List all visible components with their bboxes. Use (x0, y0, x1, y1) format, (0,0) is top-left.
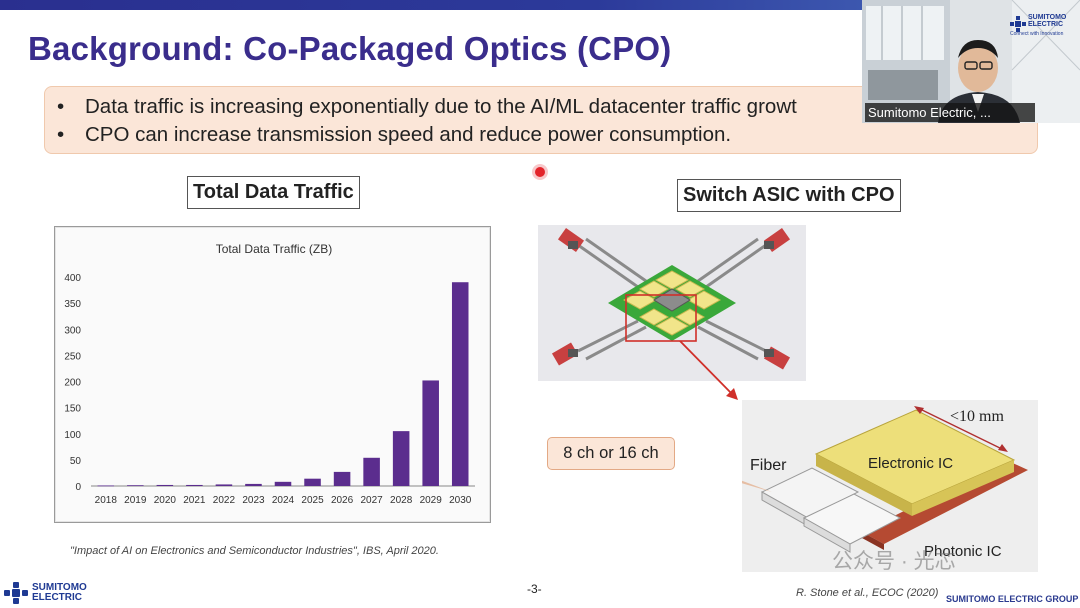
citation-left: "Impact of AI on Electronics and Semicon… (70, 545, 439, 557)
y-tick-label: 100 (64, 430, 81, 441)
chart-title: Total Data Traffic (ZB) (216, 242, 332, 256)
x-tick-label: 2023 (242, 495, 265, 506)
cpo-package-svg: Fiber Electronic IC Photonic IC <10 mm (676, 400, 1038, 572)
slide-title: Background: Co-Packaged Optics (CPO) (28, 30, 672, 67)
switch-asic-svg (538, 225, 806, 381)
bar-2018 (97, 485, 115, 487)
x-tick-label: 2024 (272, 495, 295, 506)
dimension-label: <10 mm (950, 408, 1004, 425)
bar-2030 (451, 282, 469, 486)
traffic-chart: Total Data Traffic (ZB) 0 50 100 150 200 250 3… (54, 226, 491, 523)
x-tick-label: 2029 (420, 495, 443, 506)
logo-line1: SUMITOMO (32, 582, 87, 593)
total-data-traffic-label: Total Data Traffic (187, 176, 360, 209)
video-logo-tagline: Connect with Innovation (1010, 31, 1064, 37)
cpo-package-image: Fiber Electronic IC Photonic IC <10 mm (676, 400, 1038, 572)
bar-2025 (304, 478, 321, 486)
y-tick-label: 300 (64, 325, 81, 336)
x-tick-label: 2026 (331, 495, 354, 506)
bar-2019 (127, 485, 144, 487)
bar-2024 (274, 481, 292, 486)
bar-2023 (245, 483, 262, 486)
citation-right: R. Stone et al., ECOC (2020) (796, 587, 939, 599)
video-logo-line1: SUMITOMO (1028, 14, 1067, 21)
x-tick-label: 2030 (449, 495, 472, 506)
bar-2022 (215, 484, 233, 486)
y-tick-label: 0 (75, 482, 81, 493)
x-tick-label: 2025 (301, 495, 324, 506)
bullet-item: • Data traffic is increasing exponentiall… (57, 95, 797, 119)
x-tick-label: 2018 (95, 495, 118, 506)
logo-line2: ELECTRIC (32, 592, 82, 603)
y-tick-label: 250 (64, 351, 81, 362)
video-tile[interactable]: SUMITOMO ELECTRIC Connect with Innovatio… (862, 0, 1080, 123)
video-logo-line2: ELECTRIC (1028, 21, 1063, 28)
bullet-text: CPO can increase transmission speed and … (85, 123, 732, 146)
bar-2026 (333, 471, 351, 486)
footer-group-label: SUMITOMO ELECTRIC GROUP (946, 594, 1079, 604)
electronic-ic-label: Electronic IC (868, 455, 953, 472)
y-tick-label: 150 (64, 404, 81, 415)
laser-pointer (535, 167, 545, 177)
bullet-text: Data traffic is increasing exponentially… (85, 95, 797, 118)
sumitomo-logo-icon (4, 582, 28, 604)
sumitomo-logo: SUMITOMO ELECTRIC (4, 582, 124, 604)
y-tick-label: 50 (70, 456, 82, 467)
chart-axes: 0 50 100 150 200 250 300 350 400 2018 2019 2020 2021… (64, 273, 475, 506)
x-tick-label: 2021 (183, 495, 206, 506)
switch-asic-label: Switch ASIC with CPO (677, 179, 901, 212)
bar-2029 (422, 380, 439, 486)
bullet-item: • CPO can increase transmission speed and… (57, 123, 731, 147)
bar-2028 (392, 431, 410, 486)
x-tick-label: 2022 (213, 495, 236, 506)
traffic-chart-svg: Total Data Traffic (ZB) 0 50 100 150 200 250 3… (64, 242, 475, 506)
x-tick-label: 2020 (154, 495, 177, 506)
bullet-marker: • (57, 123, 65, 146)
bar-2020 (156, 484, 174, 486)
x-tick-label: 2027 (360, 495, 383, 506)
page-number: -3- (527, 582, 542, 596)
channel-callout: 8 ch or 16 ch (547, 437, 675, 470)
y-tick-label: 400 (64, 273, 81, 284)
x-tick-label: 2028 (390, 495, 413, 506)
video-feed (862, 0, 1080, 123)
y-tick-label: 200 (64, 378, 81, 389)
photonic-ic-label: Photonic IC (924, 543, 1002, 560)
top-band (0, 0, 1080, 10)
fiber-label: Fiber (750, 457, 787, 474)
bar-2021 (186, 484, 203, 486)
video-logo-icon (1010, 16, 1026, 32)
watermark: 公众号 · 光芯 (832, 550, 956, 573)
participant-name: Sumitomo Electric, ... (865, 103, 1035, 122)
switch-asic-image (538, 225, 806, 381)
y-tick-label: 350 (64, 299, 81, 310)
bar-2027 (363, 457, 380, 486)
video-logo: SUMITOMO ELECTRIC Connect with Innovatio… (1010, 14, 1078, 42)
bullet-marker: • (57, 95, 65, 118)
x-tick-label: 2019 (124, 495, 147, 506)
chart-bars (97, 282, 469, 487)
